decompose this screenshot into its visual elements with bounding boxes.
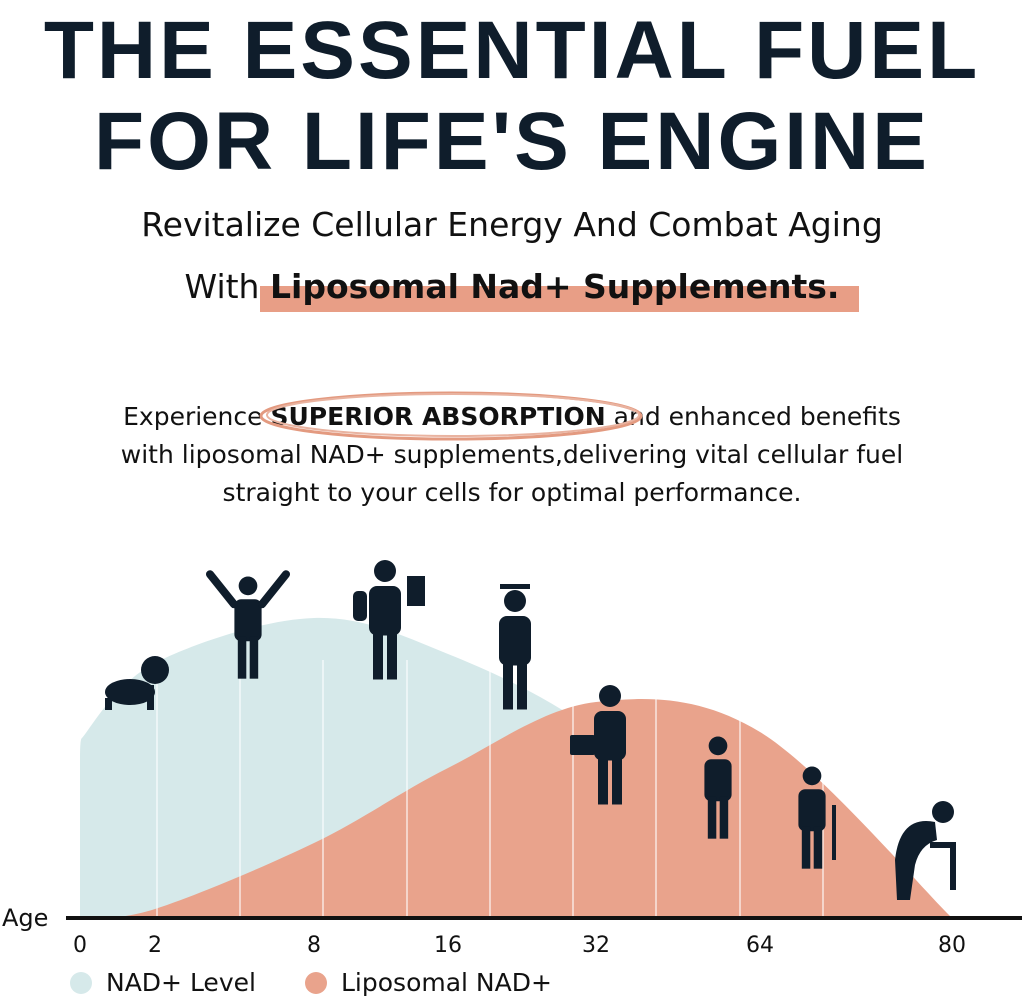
- x-tick-label: 8: [307, 933, 321, 958]
- x-axis-label: Age: [2, 904, 48, 932]
- intro-paragraph: Experience SUPERIOR ABSORPTION and enhan…: [0, 391, 1024, 512]
- intro-after: and enhanced benefits: [613, 402, 901, 431]
- intro-line-3: straight to your cells for optimal perfo…: [222, 478, 802, 507]
- x-tick-label: 80: [938, 933, 966, 958]
- legend-label: NAD+ Level: [106, 968, 256, 997]
- student-icon: [353, 560, 425, 680]
- x-tick-label: 16: [434, 933, 462, 958]
- legend-nad-level: NAD+ Level: [70, 968, 256, 997]
- legend-swatch: [70, 971, 92, 994]
- elderly-hunched-icon: [895, 801, 956, 900]
- senior-with-cane-icon: [798, 766, 836, 869]
- crawling-baby-icon: [105, 656, 169, 710]
- legend-swatch: [305, 971, 327, 994]
- x-tick-label: 2: [148, 933, 162, 958]
- intro-line-2: with liposomal NAD+ supplements,deliveri…: [120, 440, 904, 469]
- chart: Age 0 2 8 16 32 64 80: [2, 560, 1022, 958]
- middle-aged-man-icon: [704, 736, 732, 839]
- subtitle-highlight: Liposomal Nad+ Supplements.: [259, 267, 860, 312]
- subtitle-line-2: With Liposomal Nad+ Supplements.: [0, 267, 1024, 312]
- intro-before: Experience: [123, 402, 263, 431]
- businessman-icon: [570, 685, 626, 805]
- legend-liposomal: Liposomal NAD+: [305, 968, 552, 997]
- emphasis: SUPERIOR ABSORPTION: [259, 391, 643, 441]
- title-line-2: FOR LIFE'S ENGINE: [94, 96, 930, 187]
- area-liposomal-nad-: [80, 699, 952, 918]
- subtitle-line-1: Revitalize Cellular Energy And Combat Ag…: [141, 205, 883, 244]
- title-line-1: THE ESSENTIAL FUEL: [43, 5, 981, 96]
- toddler-icon: [206, 570, 290, 679]
- highlight-text: Liposomal Nad+ Supplements.: [269, 267, 840, 306]
- emphasis-text: SUPERIOR ABSORPTION: [270, 402, 606, 431]
- legend-label: Liposomal NAD+: [341, 968, 552, 997]
- graduate-icon: [499, 584, 531, 710]
- x-tick-label: 32: [582, 933, 610, 958]
- x-tick-label: 0: [73, 933, 87, 958]
- hand-drawn-oval: [259, 391, 643, 441]
- x-tick-label: 64: [746, 933, 774, 958]
- subtitle-prefix: With: [184, 267, 260, 306]
